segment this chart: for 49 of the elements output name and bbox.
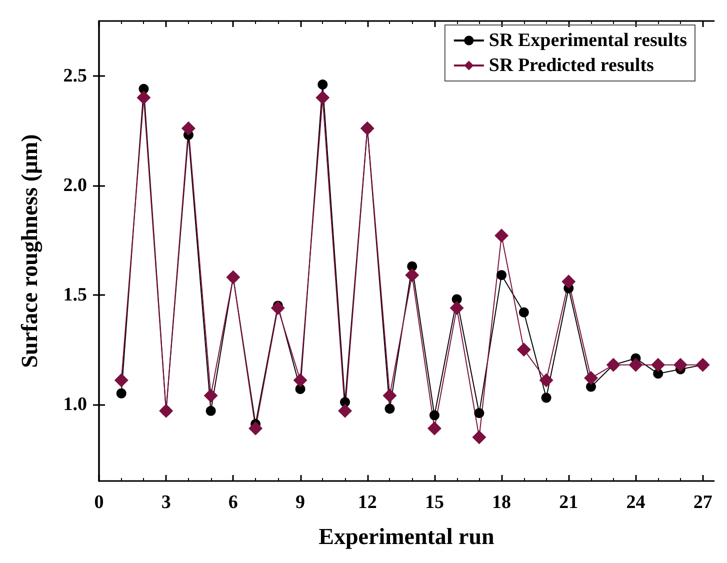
x-tick-label: 15 [424, 492, 444, 513]
point [429, 410, 440, 420]
x-tick-label: 9 [296, 492, 306, 513]
point [206, 406, 216, 416]
point [562, 274, 576, 289]
y-tick-label: 1.5 [63, 284, 87, 306]
point [474, 408, 484, 418]
y-tick-label: 2.0 [63, 174, 87, 196]
point [204, 388, 218, 403]
point [673, 358, 688, 372]
point [427, 421, 442, 436]
y-axis-title: Surface roughness (μm) [17, 134, 43, 368]
x-tick-label: 0 [94, 492, 104, 513]
x-tick-label: 21 [559, 492, 578, 513]
point [541, 392, 552, 403]
point [450, 300, 464, 315]
y-tick-label: 2.5 [63, 65, 87, 86]
point [181, 121, 196, 136]
point [518, 307, 529, 318]
point [293, 373, 308, 388]
point [384, 404, 395, 414]
point [584, 371, 598, 386]
point [338, 404, 352, 418]
x-tick-label: 27 [693, 492, 713, 513]
point [114, 373, 128, 388]
x-tick-label: 6 [228, 492, 238, 513]
x-tick-label: 3 [161, 492, 171, 513]
point [494, 228, 509, 243]
legend-label: SR Experimental results [488, 30, 688, 51]
x-axis-title: Experimental run [318, 524, 495, 549]
point [539, 373, 554, 388]
legend-label: SR Predicted results [488, 55, 654, 76]
point [248, 421, 263, 436]
point [628, 358, 643, 372]
x-tick-label: 18 [492, 492, 512, 513]
point [472, 430, 486, 444]
x-tick-label: 12 [358, 492, 377, 513]
point [318, 80, 328, 90]
x-tick-label: 24 [626, 492, 646, 513]
point [270, 300, 285, 315]
point [116, 388, 126, 398]
y-tick-label: 1.0 [63, 394, 87, 415]
point [382, 388, 397, 403]
point [316, 90, 330, 105]
point [516, 342, 531, 357]
point [496, 270, 507, 280]
point [405, 268, 420, 282]
point [136, 90, 151, 105]
point [651, 358, 666, 372]
